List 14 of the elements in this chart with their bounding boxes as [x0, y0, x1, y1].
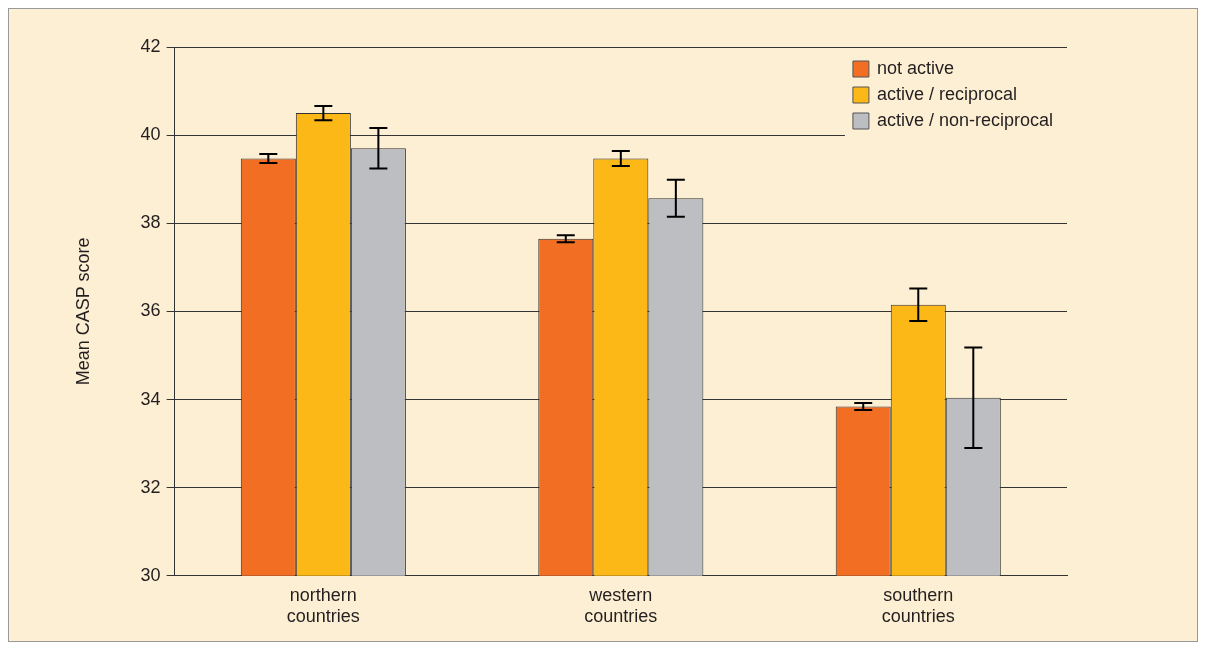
x-tick-label: northern countries — [286, 584, 360, 627]
y-tick-label: 30 — [140, 564, 161, 585]
y-tick-label: 38 — [140, 212, 161, 233]
y-axis-title: Mean CASP score — [72, 237, 93, 386]
y-tick-label: 36 — [140, 300, 161, 321]
y-tick-label: 34 — [140, 388, 161, 409]
x-tick-label: western countries — [584, 584, 658, 627]
x-tick-label: southern countries — [881, 584, 955, 627]
legend-label: not active — [876, 57, 954, 78]
legend-label: active / non-reciprocal — [876, 109, 1054, 130]
y-tick-label: 32 — [140, 476, 161, 497]
y-tick-label: 40 — [140, 124, 161, 145]
y-tick-label: 42 — [140, 35, 161, 56]
legend-label: active / reciprocal — [876, 83, 1017, 104]
